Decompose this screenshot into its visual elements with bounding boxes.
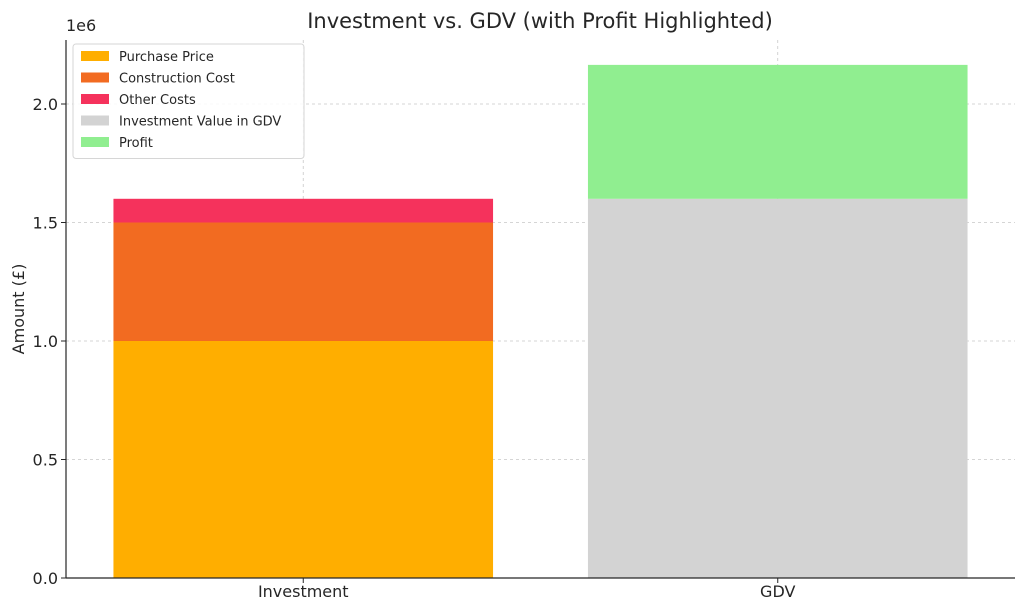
legend-label-4: Profit: [119, 136, 153, 151]
y-axis-label: Amount (£): [9, 264, 28, 355]
legend-label-1: Construction Cost: [119, 72, 235, 87]
legend-swatch-0: [81, 51, 109, 61]
legend-swatch-2: [81, 94, 109, 104]
y-tick-label-4: 2.0: [33, 95, 58, 114]
legend-label-3: Investment Value in GDV: [119, 115, 281, 130]
legend-box: [72, 43, 305, 159]
x-tick-label-1: GDV: [760, 582, 795, 601]
bar-investment-series-0: [113, 340, 494, 578]
bar-investment-series-2: [113, 198, 494, 223]
bar-investment-series-1: [113, 222, 494, 341]
y-offset-label: 1e6: [66, 16, 96, 35]
y-tick-label-3: 1.5: [33, 213, 58, 232]
axes: [65, 40, 1015, 579]
bar-gdv-series-3: [587, 198, 968, 578]
legend-label-2: Other Costs: [119, 93, 196, 108]
bars: [113, 64, 968, 578]
y-tick-label-2: 1.0: [33, 332, 58, 351]
y-ticks: 0.0 0.5 1.0 1.5 2.0: [33, 95, 66, 588]
legend: Purchase Price Construction Cost Other Cos…: [72, 43, 305, 159]
y-tick-label-1: 0.5: [33, 450, 58, 469]
y-tick-label-0: 0.0: [33, 569, 58, 588]
chart-title: Investment vs. GDV (with Profit Highligh…: [307, 9, 773, 33]
legend-swatch-4: [81, 137, 109, 147]
x-ticks: Investment GDV: [258, 578, 795, 601]
legend-swatch-3: [81, 115, 109, 126]
legend-label-0: Purchase Price: [119, 50, 214, 65]
legend-swatch-1: [81, 72, 109, 83]
bar-gdv-series-4: [587, 64, 968, 199]
x-tick-label-0: Investment: [258, 582, 349, 601]
